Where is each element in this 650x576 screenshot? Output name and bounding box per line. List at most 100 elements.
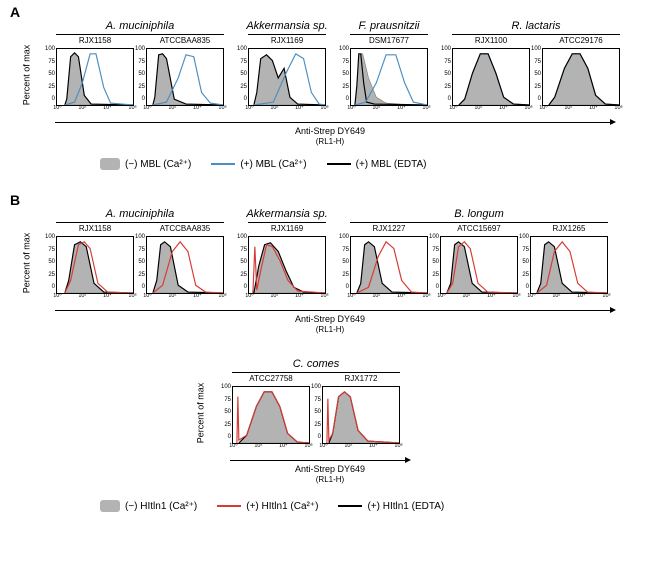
species-underline — [350, 34, 428, 35]
plot-box: 100755025010⁰10²10⁴10⁶ — [146, 236, 224, 294]
strain-label: RJX1265 — [530, 224, 608, 233]
x-axis-arrow-b1 — [55, 310, 610, 311]
species-label: R. lactaris — [446, 20, 626, 32]
legend-swatch-line — [327, 163, 351, 165]
plot-box: 100755025010⁰10²10⁴10⁶ — [232, 386, 310, 444]
plot-box: 100755025010⁰10²10⁴10⁶ — [56, 48, 134, 106]
strain-label: RJX1772 — [322, 374, 400, 383]
x-ticks: 10⁰10²10⁴10⁶ — [53, 293, 137, 299]
legend-item: (+) HItln1 (Ca²⁺) — [217, 501, 318, 512]
legend-swatch-line — [211, 163, 235, 165]
y-ticks: 1007550250 — [237, 234, 249, 290]
x-ticks: 10⁰10²10⁴10⁶ — [143, 293, 227, 299]
y-ticks: 1007550250 — [135, 46, 147, 102]
y-axis-label-b1: Percent of max — [21, 233, 31, 294]
strain-label: ATCCBAA835 — [146, 36, 224, 45]
x-axis-label-a: Anti-Strep DY649(RL1-H) — [250, 126, 410, 146]
legend-swatch-line — [217, 505, 241, 507]
x-ticks: 10⁰10²10⁴10⁶ — [319, 443, 403, 449]
x-ticks: 10⁰10²10⁴10⁶ — [143, 105, 227, 111]
legend-b: (−) HItln1 (Ca²⁺) (+) HItln1 (Ca²⁺) (+) HI… — [100, 500, 444, 512]
x-ticks: 10⁰10²10⁴10⁶ — [53, 105, 137, 111]
plot-box: 100755025010⁰10²10⁴10⁶ — [350, 236, 428, 294]
plot-box: 100755025010⁰10²10⁴10⁶ — [452, 48, 530, 106]
species-underline — [248, 222, 326, 223]
species-label: Akkermansia sp. — [242, 208, 332, 220]
plot-box: 100755025010⁰10²10⁴10⁶ — [56, 236, 134, 294]
strain-label: RJX1158 — [56, 224, 134, 233]
legend-swatch-fill — [100, 500, 120, 512]
legend-item: (+) HItln1 (EDTA) — [338, 501, 444, 512]
plot-box: 100755025010⁰10²10⁴10⁶ — [248, 236, 326, 294]
x-axis-arrow-b2 — [230, 460, 405, 461]
y-ticks: 1007550250 — [429, 234, 441, 290]
legend-item: (+) MBL (Ca²⁺) — [211, 159, 306, 170]
strain-label: RJX1227 — [350, 224, 428, 233]
x-ticks: 10⁰10²10⁴10⁶ — [229, 443, 313, 449]
legend-text: (+) HItln1 (EDTA) — [367, 501, 444, 512]
y-ticks: 1007550250 — [45, 234, 57, 290]
species-underline — [452, 34, 620, 35]
legend-item: (−) HItln1 (Ca²⁺) — [100, 500, 197, 512]
strain-label: ATCC27758 — [232, 374, 310, 383]
y-ticks: 1007550250 — [531, 46, 543, 102]
y-ticks: 1007550250 — [339, 234, 351, 290]
species-label: F. prausnitzii — [344, 20, 434, 32]
x-axis-arrow-a — [55, 122, 610, 123]
plot-box: 100755025010⁰10²10⁴10⁶ — [248, 48, 326, 106]
y-ticks: 1007550250 — [135, 234, 147, 290]
species-label: A. muciniphila — [50, 208, 230, 220]
y-axis-label-a: Percent of max — [21, 45, 31, 106]
plot-box: 100755025010⁰10²10⁴10⁶ — [350, 48, 428, 106]
x-axis-label-b2: Anti-Strep DY649(RL1-H) — [250, 464, 410, 484]
strain-label: DSM17677 — [350, 36, 428, 45]
plot-box: 100755025010⁰10²10⁴10⁶ — [322, 386, 400, 444]
strain-label: RJX1169 — [248, 36, 326, 45]
plot-box: 100755025010⁰10²10⁴10⁶ — [530, 236, 608, 294]
y-ticks: 1007550250 — [519, 234, 531, 290]
legend-text: (+) MBL (EDTA) — [356, 159, 427, 170]
x-ticks: 10⁰10²10⁴10⁶ — [347, 105, 431, 111]
plot-box: 100755025010⁰10²10⁴10⁶ — [542, 48, 620, 106]
x-ticks: 10⁰10²10⁴10⁶ — [539, 105, 623, 111]
species-label: B. longum — [344, 208, 614, 220]
legend-text: (−) MBL (Ca²⁺) — [125, 159, 191, 170]
strain-label: ATCC15697 — [440, 224, 518, 233]
species-underline — [350, 222, 608, 223]
strain-label: ATCCBAA835 — [146, 224, 224, 233]
strain-label: RJX1158 — [56, 36, 134, 45]
species-underline — [56, 34, 224, 35]
plot-box: 100755025010⁰10²10⁴10⁶ — [440, 236, 518, 294]
x-ticks: 10⁰10²10⁴10⁶ — [347, 293, 431, 299]
y-ticks: 1007550250 — [441, 46, 453, 102]
x-ticks: 10⁰10²10⁴10⁶ — [245, 105, 329, 111]
x-ticks: 10⁰10²10⁴10⁶ — [449, 105, 533, 111]
species-label: A. muciniphila — [50, 20, 230, 32]
species-label: Akkermansia sp. — [242, 20, 332, 32]
legend-text: (+) HItln1 (Ca²⁺) — [246, 501, 318, 512]
y-ticks: 1007550250 — [221, 384, 233, 440]
species-underline — [248, 34, 326, 35]
y-ticks: 1007550250 — [311, 384, 323, 440]
strain-label: RJX1169 — [248, 224, 326, 233]
legend-swatch-fill — [100, 158, 120, 170]
y-ticks: 1007550250 — [45, 46, 57, 102]
legend-swatch-line — [338, 505, 362, 507]
y-ticks: 1007550250 — [339, 46, 351, 102]
species-underline — [232, 372, 400, 373]
plot-box: 100755025010⁰10²10⁴10⁶ — [146, 48, 224, 106]
panel-a-label: A — [10, 4, 20, 20]
x-ticks: 10⁰10²10⁴10⁶ — [245, 293, 329, 299]
species-label: C. comes — [226, 358, 406, 370]
strain-label: RJX1100 — [452, 36, 530, 45]
y-axis-label-b2: Percent of max — [195, 383, 205, 444]
strain-label: ATCC29176 — [542, 36, 620, 45]
x-axis-label-b1: Anti-Strep DY649(RL1-H) — [250, 314, 410, 334]
x-ticks: 10⁰10²10⁴10⁶ — [437, 293, 521, 299]
legend-text: (+) MBL (Ca²⁺) — [240, 159, 306, 170]
y-ticks: 1007550250 — [237, 46, 249, 102]
x-ticks: 10⁰10²10⁴10⁶ — [527, 293, 611, 299]
legend-text: (−) HItln1 (Ca²⁺) — [125, 501, 197, 512]
legend-item: (+) MBL (EDTA) — [327, 159, 427, 170]
legend-a: (−) MBL (Ca²⁺) (+) MBL (Ca²⁺) (+) MBL (EDT… — [100, 158, 426, 170]
